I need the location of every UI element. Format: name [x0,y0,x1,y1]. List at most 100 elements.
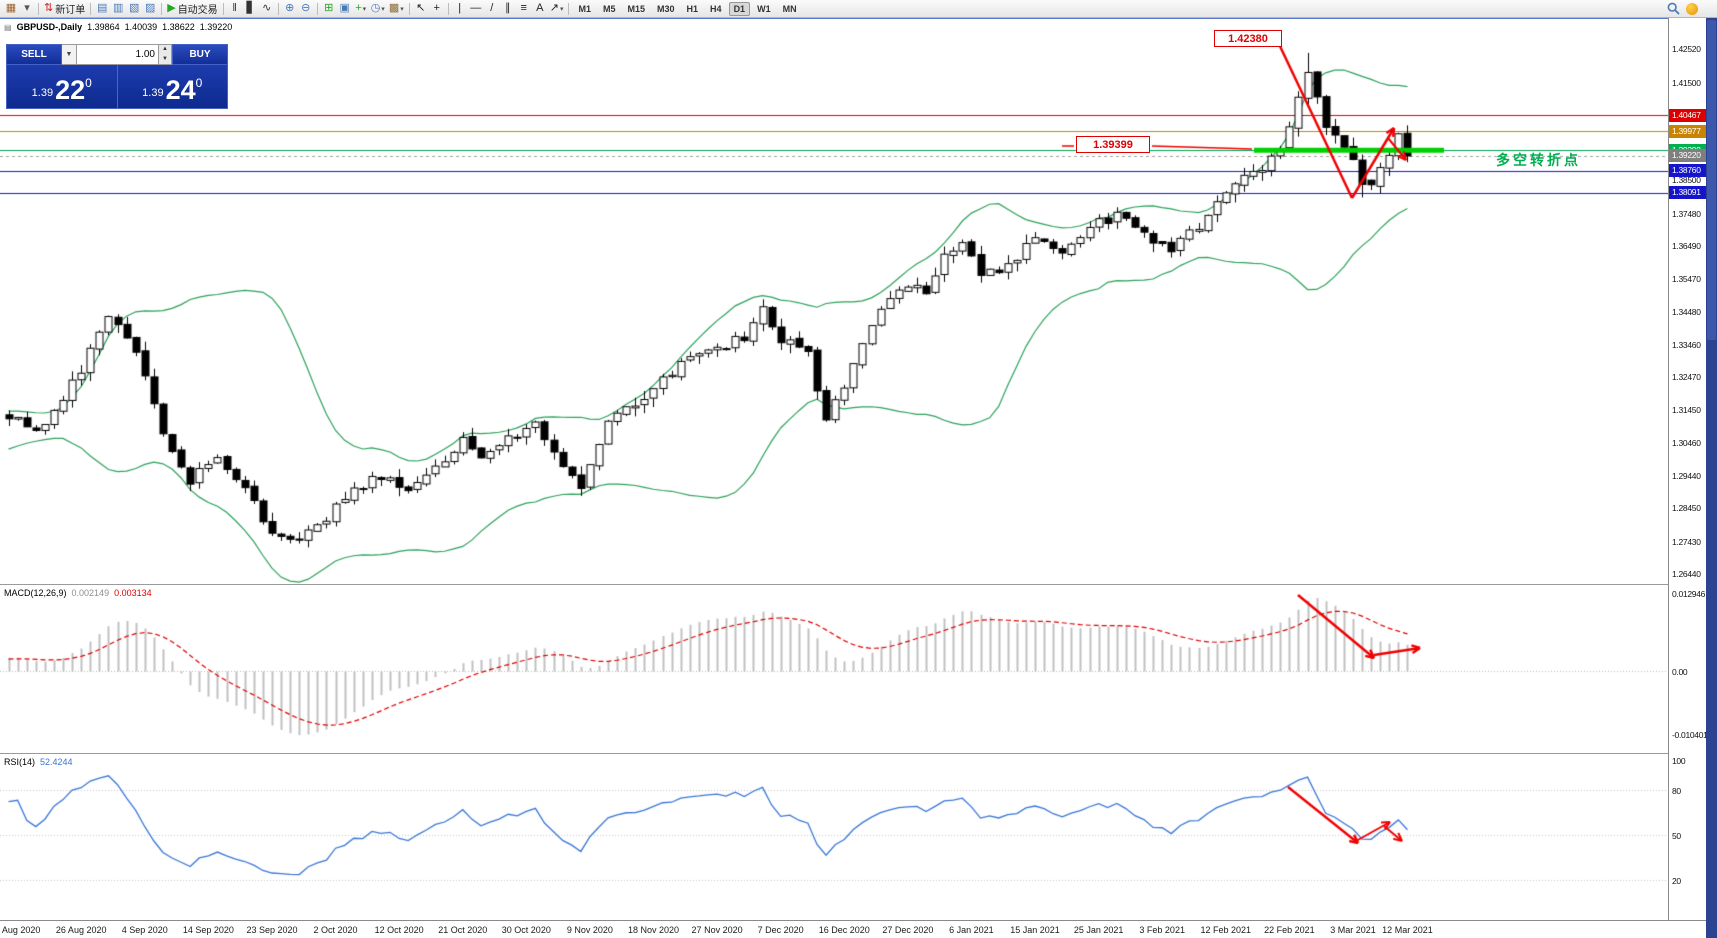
hline-tool-icon[interactable]: — [468,1,484,17]
time-axis[interactable]: 7 Aug 2020 26 Aug 2020 4 Sep 2020 14 Sep 20… [0,920,1706,938]
rsi-name: RSI(14) [4,757,36,767]
timeframe-mn[interactable]: MN [782,3,797,14]
order-type-dropdown[interactable]: ▼ [62,44,77,65]
price-axis-label: 1.31450 [1672,405,1701,416]
timeframe-w1[interactable]: W1 [757,3,771,14]
auto-arrange-icon: ▣ [339,2,350,14]
zoom-out-icon: ⊖ [301,2,311,14]
price-axis-label: 1.34480 [1672,306,1701,317]
price-axis-label: 1.42520 [1672,44,1701,55]
autotrade-button[interactable]: ▶ 自动交易 [165,1,219,17]
scrollbar-thumb[interactable] [1707,20,1716,340]
text-tool-icon: A [536,2,544,14]
price-axis-label: 1.38500 [1672,175,1701,186]
navigator-icon[interactable]: ▧ [126,1,142,17]
chart-bars-icon[interactable]: ‖ [227,1,243,17]
arrows-tool-icon[interactable]: ↗ ▾ [548,1,566,17]
market-watch-icon: ▤ [97,2,108,14]
date-label: 18 Nov 2020 [627,925,680,935]
timeframe-m15[interactable]: M15 [627,3,646,14]
account-icon[interactable] [1686,2,1698,15]
market-watch-icon[interactable]: ▤ [94,1,110,17]
chart-candles-icon[interactable]: ▋ [243,1,259,17]
timeframe-h1[interactable]: H1 [686,3,699,14]
crosshair-icon: + [433,2,440,14]
rsi-scale-label: 50 [1672,831,1681,841]
cursor-icon[interactable]: ↖ [413,1,429,17]
ohlc-low: 1.38622 [162,22,195,32]
toolbar: ▦ ▾ ⇅ 新订单 ▤ ▥ ▧ ▨ ▶ 自动交易 ‖ ▋ ∿ ⊕ ⊖ ⊞ ▣ + ▾ ◷ ▾ ▩ ▾ ↖ + | — / ∥ ≡ A ↗ ▾ M… [0,0,1717,18]
buy-price-sup: 0 [195,76,203,90]
sell-price-sup: 0 [85,76,92,90]
vertical-scrollbar[interactable] [1706,18,1717,938]
cursor-icon: ↖ [416,2,426,14]
macd-main-value: 0.002149 [71,588,110,598]
terminal-icon[interactable]: ▨ [142,1,158,17]
navigator-icon: ▧ [129,2,140,14]
templates-icon[interactable]: ▩ ▾ [387,1,406,17]
ohlc-close: 1.39220 [199,22,233,32]
volume-increase-button[interactable]: ▲ [159,45,171,55]
tile-windows-icon[interactable]: ⊞ [321,1,337,17]
trendline-tool-icon[interactable]: / [484,1,500,17]
search-icon[interactable] [1667,2,1680,15]
support-price-label[interactable]: 1.39399 [1076,136,1150,153]
pivot-text[interactable]: 多空转折点 [1496,152,1581,168]
main-chart-canvas[interactable] [0,18,1668,584]
autotrade-play-icon: ▶ [167,2,176,14]
periods-icon[interactable]: ◷ ▾ [369,1,387,17]
chevron-down-icon: ▾ [362,5,367,13]
rsi-value: 52.4244 [40,757,73,767]
buy-button[interactable]: BUY [172,44,228,65]
price-tag: 1.39220 [1669,149,1707,163]
sell-price-display[interactable]: 1.39 22 0 [7,65,118,108]
timeframe-m5[interactable]: M5 [602,3,616,14]
panel-divider[interactable] [0,753,1706,754]
buy-price-display[interactable]: 1.39 24 0 [118,65,228,108]
data-window-icon[interactable]: ▥ [110,1,126,17]
zoom-in-icon[interactable]: ⊕ [282,1,298,17]
timeframe-m30[interactable]: M30 [657,3,675,14]
zoom-out-icon[interactable]: ⊖ [298,1,314,17]
rsi-panel-canvas[interactable] [0,754,1668,920]
new-order-icon: ⇅ [44,2,54,14]
auto-arrange-icon[interactable]: ▣ [337,1,353,17]
price-axis[interactable]: 1.42520 1.41500 1.38500 1.37480 1.36490 1.354… [1668,18,1708,938]
crosshair-icon[interactable]: + [429,1,445,17]
new-chart-dropdown-icon[interactable]: ▾ [19,1,35,17]
volume-input[interactable] [77,44,159,65]
volume-stepper: ▲ ▼ [159,44,172,65]
date-label: 22 Feb 2021 [1264,925,1315,935]
fibonacci-tool-icon: ≡ [520,2,527,14]
templates-icon: ▩ [388,2,400,14]
price-tag: 1.38760 [1669,164,1707,178]
price-axis-label: 1.28450 [1672,503,1701,514]
timeframe-d1[interactable]: D1 [728,1,751,16]
text-tool-icon[interactable]: A [532,1,548,17]
peak-price-label[interactable]: 1.42380 [1214,30,1282,47]
indicators-icon[interactable]: + ▾ [353,1,369,17]
autotrade-button-label: 自动交易 [177,5,218,16]
timeframe-h4[interactable]: H4 [710,3,722,14]
timeframe-m1[interactable]: M1 [578,3,591,14]
macd-panel-canvas[interactable] [0,585,1668,753]
channel-tool-icon[interactable]: ∥ [500,1,516,17]
chart-header: ▤ GBPUSD-,Daily 1.39864 1.40039 1.38622 … [4,22,232,32]
sell-price-digits: 22 [55,75,86,105]
panel-divider[interactable] [0,584,1706,585]
new-chart-icon[interactable]: ▦ [3,1,19,17]
date-label: 27 Nov 2020 [691,925,743,935]
toolbar-separator [222,2,224,15]
price-axis-label: 1.41500 [1672,77,1701,88]
new-order-button[interactable]: ⇅ 新订单 [42,1,87,17]
vline-tool-icon[interactable]: | [452,1,468,17]
price-axis-label: 1.30460 [1672,437,1701,448]
chart-line-icon[interactable]: ∿ [259,1,275,17]
volume-decrease-button[interactable]: ▼ [159,54,171,64]
sell-button[interactable]: SELL [6,44,62,65]
price-axis-label: 1.32470 [1672,372,1701,383]
chevron-down-icon: ▾ [381,5,385,13]
fibonacci-tool-icon[interactable]: ≡ [516,1,532,17]
date-label: 27 Dec 2020 [882,925,934,935]
macd-scale-label: -0.010401 [1672,730,1708,740]
